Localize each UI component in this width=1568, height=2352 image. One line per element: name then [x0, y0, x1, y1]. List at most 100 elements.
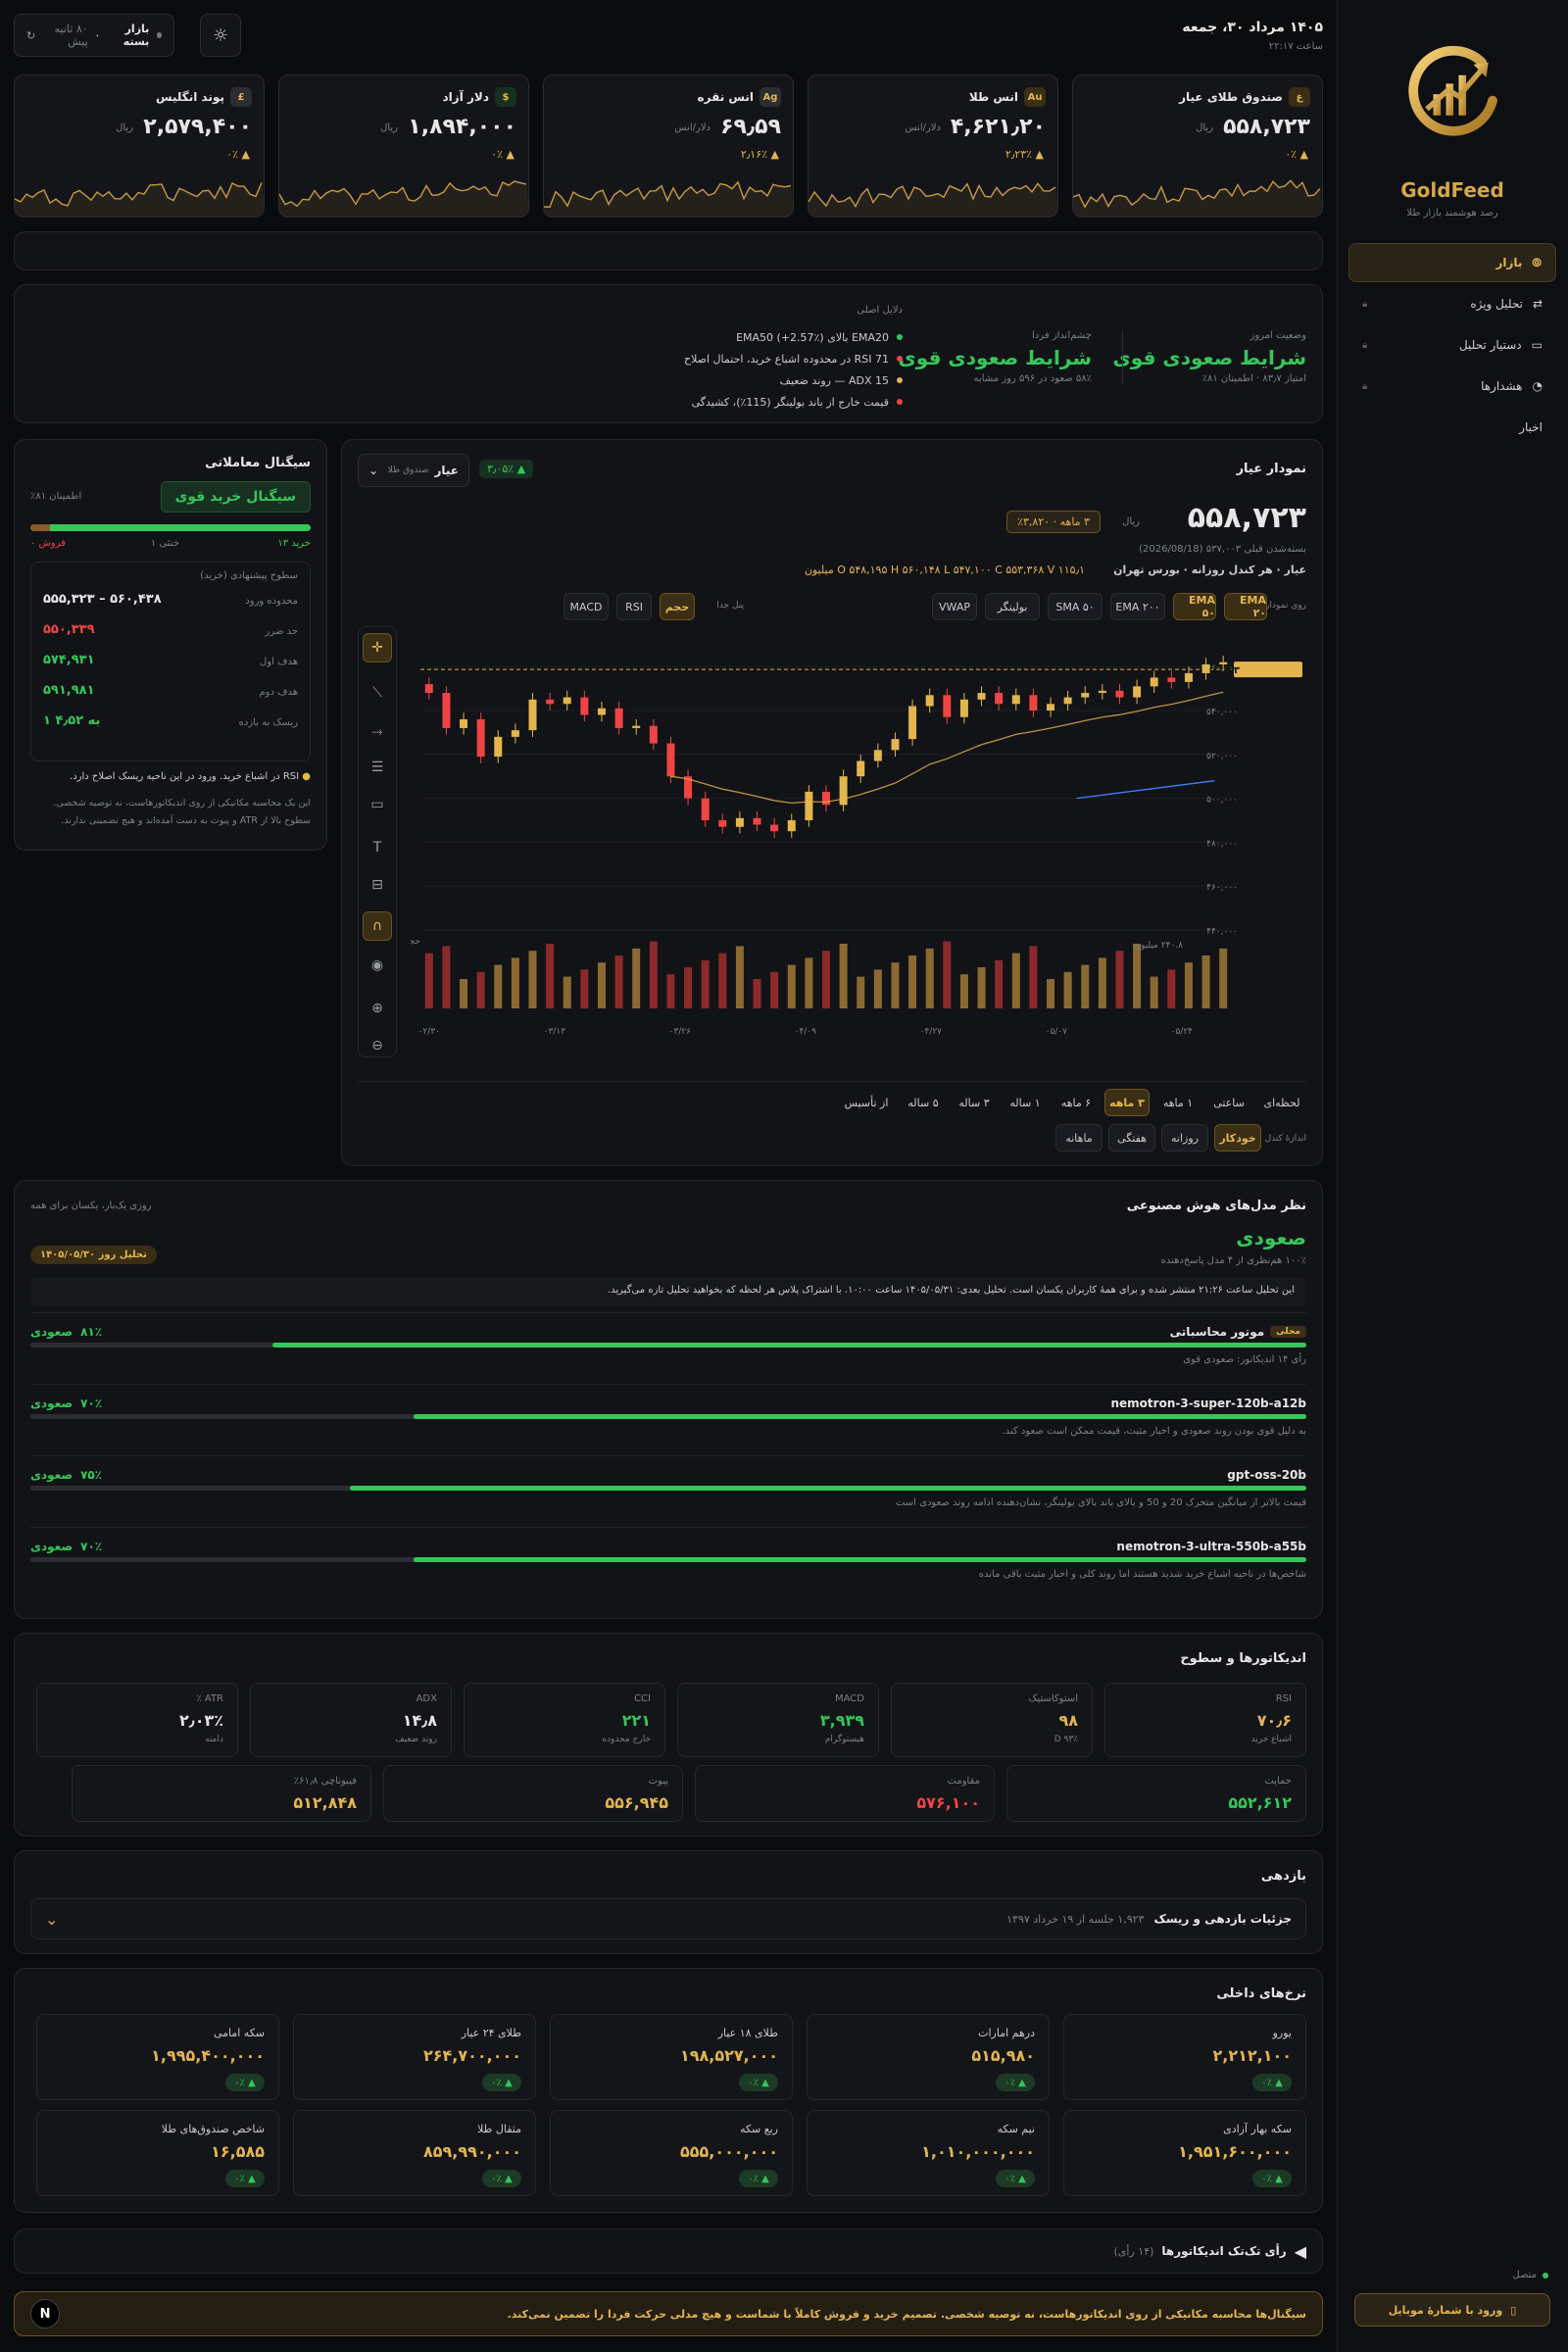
volume-bar: [614, 956, 623, 1008]
sidebar-item-market[interactable]: ⦾ بازار: [1348, 243, 1556, 282]
indicator-toggle[interactable]: بولینگر: [985, 593, 1040, 620]
indicator-toggle[interactable]: EMA ۲۰: [1224, 593, 1267, 620]
y-tick-label: ۴۴۰,۰۰۰: [1206, 927, 1238, 937]
ruler-icon[interactable]: ⊟: [371, 877, 383, 893]
connection-status: متصل: [1512, 2270, 1548, 2280]
volume-bar: [1029, 946, 1038, 1008]
zoom-out-icon[interactable]: ⊖: [371, 1038, 383, 1054]
sidebar-item-assistant[interactable]: ▭ دستیار تحلیل 🔒︎: [1362, 338, 1543, 352]
next-logo-icon[interactable]: N: [30, 2299, 60, 2328]
volume-bar: [925, 948, 934, 1008]
candle: [424, 684, 433, 694]
candle: [1115, 690, 1124, 698]
trendline-icon[interactable]: ⟋: [372, 685, 382, 701]
volume-bar: [597, 962, 606, 1008]
reason-item: RSI 71 در محدوده اشباع خرید، احتمال اصلا…: [684, 348, 903, 369]
candle-size-tab[interactable]: هفتگی: [1108, 1124, 1155, 1152]
bullet-icon: [897, 356, 903, 362]
zoom-in-icon[interactable]: ⊕: [371, 1001, 383, 1016]
market-icon: ⦾: [1532, 255, 1542, 270]
volume-bar: [1133, 944, 1142, 1008]
candle-size-tab[interactable]: روزانه: [1161, 1124, 1208, 1152]
range-tab[interactable]: ۶ ماهه: [1060, 1096, 1092, 1109]
indicator-toggle[interactable]: EMA ۵۰: [1173, 593, 1216, 620]
ticker-sparkline: [544, 180, 793, 217]
model-name: موتور محاسباتی: [1169, 1325, 1265, 1339]
volume-bar: [684, 967, 693, 1008]
volume-bar: [1063, 971, 1072, 1008]
refresh-icon[interactable]: ↻: [26, 28, 36, 42]
chart-panel: نمودار عیار عیار صندوق طلا ⌄ ▲ ۳٫۰۵٪ ۵۵۸,۷…: [341, 439, 1323, 1166]
ticker-card[interactable]: £ پوند انگلیس ۲,۵۷۹,۴۰۰ ریال ▲ ۰٪: [14, 74, 265, 218]
ticker-sparkline: [808, 182, 1057, 217]
candlestick-chart[interactable]: ۵۶۰,۰۰۰ ۵۴۰,۰۰۰ ۵۲۰,۰۰۰ ۵۰۰,۰۰۰ ۴۸۰,۰۰۰ ۴۶۰,۰…: [411, 636, 1312, 1067]
pane-toggle[interactable]: RSI: [616, 593, 652, 620]
sidebar-item-special-analysis[interactable]: ⇄ تحلیل ویژه 🔒︎: [1362, 297, 1543, 311]
rate-card: یورو ۲,۲۱۲,۱۰۰ ▲ ۰٪: [1063, 2014, 1306, 2100]
candle-size-tab[interactable]: خودکار: [1214, 1124, 1261, 1152]
candle-size-tab[interactable]: ماهانه: [1055, 1124, 1102, 1152]
indicator-toggle[interactable]: VWAP: [932, 593, 977, 620]
ticker-card[interactable]: $ دلار آزاد ۱,۸۹۴,۰۰۰ ریال ▲ ۰٪: [278, 74, 529, 218]
header-time: ساعت ۲۲:۱۷: [1268, 41, 1323, 52]
range-tab[interactable]: ۳ ماهه: [1104, 1089, 1150, 1116]
volume-bar: [770, 971, 779, 1008]
ticker-name: دلار آزاد: [442, 90, 489, 104]
text-tool-icon[interactable]: T: [372, 840, 382, 856]
candle: [1047, 704, 1055, 710]
sidebar-item-news[interactable]: اخبار: [1519, 420, 1543, 434]
today-verdict: شرایط صعودی قوی: [1112, 346, 1306, 369]
ticker-sparkline: [279, 180, 528, 217]
ticker-card[interactable]: Au انس طلا ۴,۶۲۱٫۲۰ دلار/انس ▲ ۲٫۲۳٪: [808, 74, 1058, 218]
candle: [580, 697, 589, 715]
indicator-votes-toggle[interactable]: ◀ رأی تک‌تک اندیکاتورها (۱۴ رأی): [14, 2229, 1323, 2274]
asset-selector[interactable]: عیار صندوق طلا ⌄: [358, 454, 469, 487]
range-tab[interactable]: ۱ ساله: [1009, 1096, 1041, 1109]
rectangle-icon[interactable]: ▭: [370, 797, 384, 812]
range-tab[interactable]: لحظه‌ای: [1263, 1096, 1300, 1109]
chart-meta: عیار · هر کندل روزانه · بورس تهران: [1113, 564, 1306, 576]
ai-consensus: صعودی: [1236, 1226, 1306, 1250]
reason-item: EMA20 بالای EMA50 (+2.57٪): [684, 326, 903, 348]
pane-toggle[interactable]: MACD: [564, 593, 609, 620]
ticker-unit: ریال: [380, 122, 398, 133]
indicator-toggle[interactable]: EMA ۲۰۰: [1110, 593, 1165, 620]
ticker-card[interactable]: ع صندوق طلای عیار ۵۵۸,۷۲۳ ریال ▲ ۰٪: [1072, 74, 1323, 218]
market-summary: وضعیت امروز شرایط صعودی قوی امتیاز ۸۳٫۷ …: [14, 284, 1323, 423]
status-dot-icon: [157, 32, 162, 38]
candle: [787, 820, 796, 832]
ticker-card[interactable]: Ag انس نقره ۶۹٫۵۹ دلار/انس ▲ ۲٫۱۶٪: [543, 74, 794, 218]
parallel-lines-icon[interactable]: ☰: [370, 760, 384, 775]
brand-name: GoldFeed: [1400, 178, 1504, 202]
volume-bar: [735, 946, 744, 1008]
volume-bar: [1167, 969, 1176, 1008]
login-button[interactable]: ▯ ورود با شمارهٔ موبایل: [1354, 2293, 1550, 2327]
volume-bar: [563, 976, 571, 1008]
range-tab[interactable]: از تأسیس: [844, 1096, 889, 1109]
ai-model-row: محلی موتور محاسباتی ۸۱٪ صعودی رأی ۱۴ اندیکات…: [30, 1312, 1306, 1371]
candle: [857, 760, 865, 777]
ticker-price: ۲,۵۷۹,۴۰۰: [143, 115, 252, 139]
crosshair-icon[interactable]: ✛: [363, 633, 392, 662]
range-tab[interactable]: ۵ ساله: [907, 1096, 939, 1109]
magnet-icon[interactable]: ∩: [363, 911, 392, 941]
level-value: ۵۷۴,۹۳۱: [43, 653, 95, 667]
candle: [995, 693, 1004, 705]
theme-toggle-sun-icon[interactable]: ☼: [200, 14, 241, 57]
confidence-bar: [349, 1486, 1306, 1491]
pane-toggle[interactable]: حجم: [660, 593, 695, 620]
indicator-toggle[interactable]: SMA ۵۰: [1048, 593, 1102, 620]
volume-label: حجم: [411, 937, 420, 947]
rate-card: درهم امارات ۵۱۵,۹۸۰ ▲ ۰٪: [807, 2014, 1050, 2100]
sidebar-item-alerts[interactable]: ◔ هشدارها 🔒︎: [1362, 379, 1543, 393]
volume-bar: [494, 964, 503, 1008]
eye-icon[interactable]: ◉: [370, 957, 384, 973]
returns-accordion[interactable]: جزئیات بازدهی و ریسک ۱,۹۲۳ جلسه از ۱۹ خر…: [30, 1898, 1306, 1939]
x-tick-label: ۰۵/۲۴: [1171, 1027, 1194, 1037]
ticker-unit: ریال: [1196, 122, 1213, 133]
range-tab[interactable]: ساعتی: [1213, 1096, 1245, 1109]
range-tab[interactable]: ۱ ماهه: [1162, 1096, 1194, 1109]
ray-icon[interactable]: ⤑: [371, 724, 383, 740]
candle: [891, 739, 900, 751]
range-tab[interactable]: ۳ ساله: [958, 1096, 990, 1109]
